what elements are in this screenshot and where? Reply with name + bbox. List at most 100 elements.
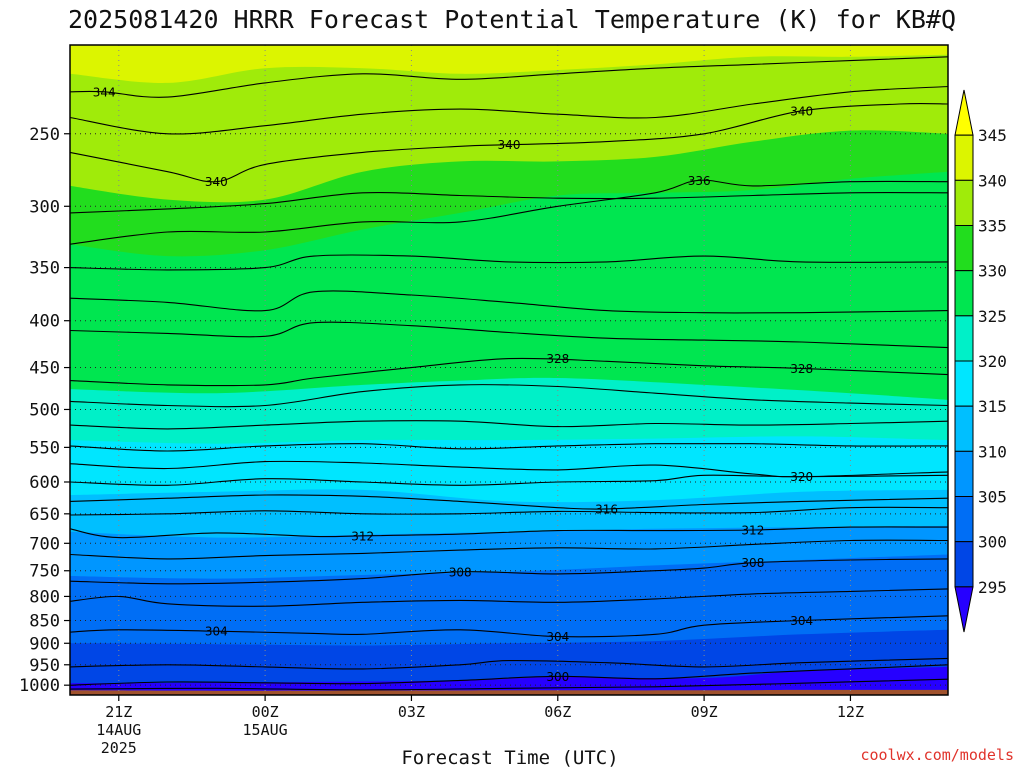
colorbar-swatch <box>954 405 974 452</box>
x-tick-label: 2025 <box>101 739 137 757</box>
contour-label-300: 300 <box>546 670 569 684</box>
isentrope-340 <box>69 102 949 183</box>
x-tick-label: 21Z <box>105 703 132 721</box>
contour-label-304: 304 <box>790 614 813 628</box>
contour-label-316: 316 <box>595 502 618 516</box>
x-tick-label: 03Z <box>398 703 425 721</box>
contour-label-340: 340 <box>498 138 521 152</box>
colorbar-label: 335 <box>978 217 1007 236</box>
y-tick-label: 500 <box>29 400 60 420</box>
isentrope-312 <box>69 526 949 539</box>
isentrope-contours <box>69 56 949 691</box>
colorbar-label: 310 <box>978 442 1007 461</box>
x-tick-label: 09Z <box>691 703 718 721</box>
colorbar-swatch <box>954 315 974 362</box>
contour-label-340: 340 <box>790 104 813 118</box>
contour-label-text: 340 <box>205 175 228 189</box>
contour-label-340: 340 <box>205 175 228 189</box>
contour-label-304: 304 <box>205 625 228 639</box>
isentrope-304 <box>69 615 949 638</box>
isentrope-314 <box>69 506 949 516</box>
isentrope-324 <box>69 420 949 430</box>
y-tick-label: 700 <box>29 534 60 554</box>
fill-band-10 <box>70 45 948 83</box>
y-tick-label: 950 <box>29 656 60 676</box>
ground-fill <box>70 689 948 695</box>
x-tick-label: 14AUG <box>96 721 141 739</box>
isentrope-336 <box>69 179 949 245</box>
contour-label-304: 304 <box>546 630 569 644</box>
isentrope-328 <box>69 357 949 387</box>
colorbar-swatch <box>954 179 974 226</box>
contour-label-344: 344 <box>93 85 116 99</box>
contour-label-text: 300 <box>546 670 569 684</box>
contour-label-308: 308 <box>449 565 472 579</box>
colorbar-label: 305 <box>978 488 1007 507</box>
colorbar-swatch <box>954 541 974 588</box>
colorbar-swatch <box>954 450 974 498</box>
colorbar-top-arrow <box>954 89 974 136</box>
x-tick-label: 00Z <box>252 703 279 721</box>
chart-title: 2025081420 HRRR Forecast Potential Tempe… <box>68 5 956 34</box>
y-tick-label: 750 <box>29 562 60 582</box>
y-tick-label: 650 <box>29 505 60 525</box>
contour-label-text: 304 <box>205 625 228 639</box>
contour-label-text: 308 <box>741 556 764 570</box>
colorbar-label: 320 <box>978 352 1007 371</box>
y-tick-label: 350 <box>29 259 60 279</box>
x-axis-label: Forecast Time (UTC) <box>401 747 618 768</box>
colorbar: 345 340 335 330 325 320 315 310 305 300 295 <box>954 89 1007 633</box>
isentrope-298 <box>69 678 949 691</box>
contour-label-text: 340 <box>790 104 813 118</box>
credit-text: coolwx.com/models <box>860 746 1014 764</box>
contour-labels: 344 340 340 340 336 328 328 320 316 312 312 308 308 3… <box>93 85 813 684</box>
isentrope-308 <box>69 558 949 585</box>
x-tick-label: 15AUG <box>243 721 288 739</box>
contour-label-text: 304 <box>790 614 813 628</box>
x-tick-label: 06Z <box>544 703 571 721</box>
colorbar-label: 325 <box>978 307 1007 326</box>
isentrope-310 <box>69 539 949 560</box>
contour-label-328: 328 <box>546 352 569 366</box>
colorbar-label: 340 <box>978 171 1007 190</box>
colorbar-swatch <box>954 134 974 181</box>
isentrope-338 <box>69 191 949 214</box>
isentrope-322 <box>69 442 949 452</box>
isentrope-320 <box>69 460 949 478</box>
contour-label-text: 344 <box>93 85 116 99</box>
y-tick-label: 1000 <box>19 676 60 696</box>
isentrope-342 <box>69 85 949 135</box>
ground-layer <box>70 689 948 695</box>
y-tick-label: 300 <box>29 197 60 217</box>
contour-label-text: 340 <box>498 138 521 152</box>
y-tick-label: 850 <box>29 612 60 632</box>
pressure-axis: 2503003504004505005506006507007508008509… <box>19 125 70 696</box>
colorbar-swatch <box>954 270 974 317</box>
y-tick-label: 550 <box>29 438 60 458</box>
colorbar-label: 315 <box>978 397 1007 416</box>
y-tick-label: 600 <box>29 473 60 493</box>
contour-label-336: 336 <box>688 174 711 188</box>
colorbar-swatch <box>954 496 974 543</box>
colorbar-bottom-arrow <box>954 586 974 633</box>
isentrope-316 <box>69 494 949 510</box>
y-tick-label: 250 <box>29 125 60 145</box>
colorbar-swatch <box>954 360 974 407</box>
colorbar-swatch <box>954 225 974 272</box>
isentrope-334 <box>69 254 949 271</box>
temperature-fill-layer <box>70 45 948 695</box>
isentrope-300 <box>69 664 949 686</box>
y-tick-label: 800 <box>29 587 60 607</box>
contour-label-text: 304 <box>546 630 569 644</box>
y-tick-label: 900 <box>29 634 60 654</box>
contour-label-text: 312 <box>351 529 374 543</box>
fill-band-9 <box>70 45 948 203</box>
isentrope-344 <box>69 56 949 98</box>
colorbar-label: 300 <box>978 533 1007 552</box>
contour-label-text: 328 <box>546 352 569 366</box>
contour-label-320: 320 <box>790 470 813 484</box>
isentrope-302 <box>69 657 949 670</box>
isentrope-306 <box>69 588 949 607</box>
